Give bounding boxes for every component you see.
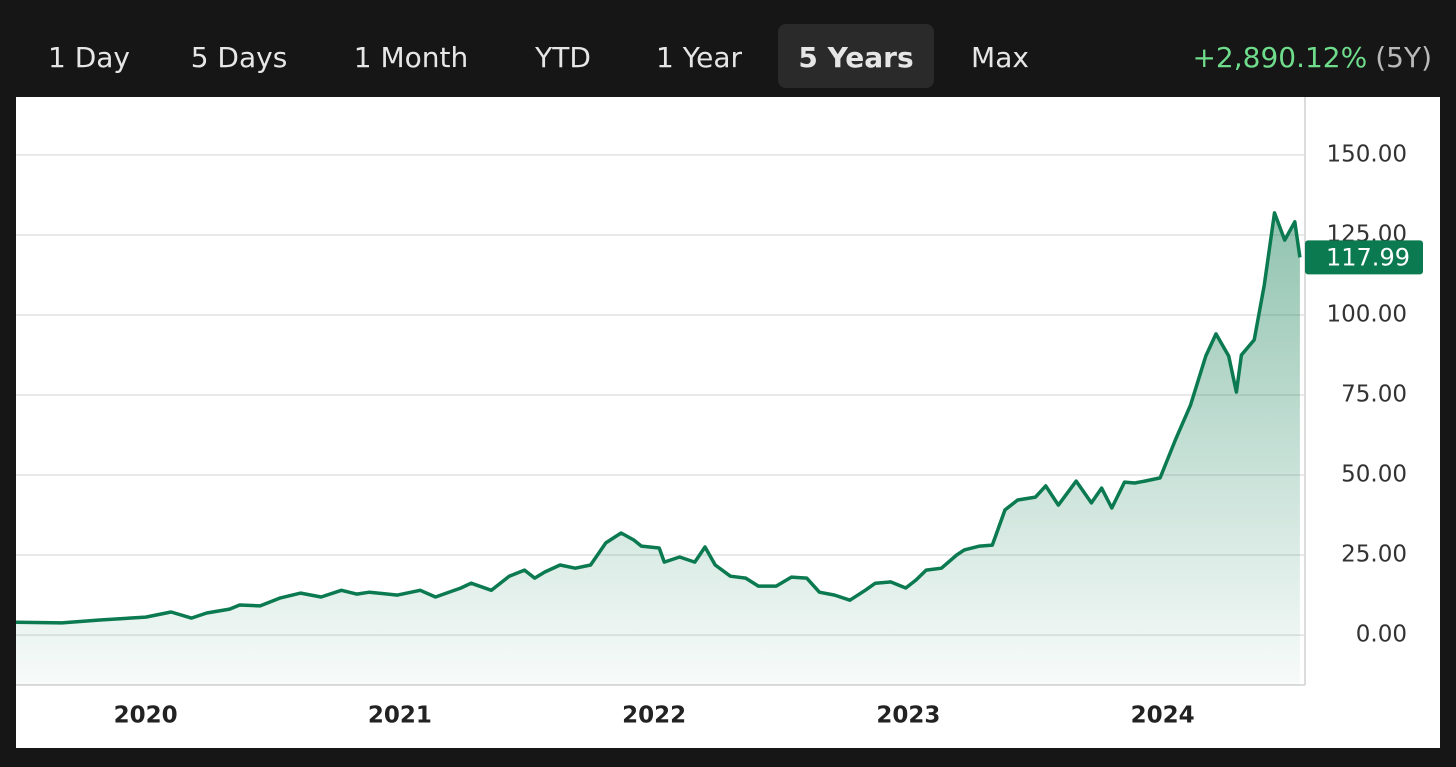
change-period: (5Y) — [1375, 41, 1432, 74]
x-tick-label: 2021 — [368, 703, 432, 729]
tab[interactable]: 5 Days — [191, 41, 288, 74]
y-tick-label: 100.00 — [1327, 301, 1407, 327]
plot: 0.0025.0050.0075.00100.00125.00150.00202… — [15, 97, 1423, 729]
x-tick-label: 2023 — [876, 703, 940, 729]
y-tick-label: 150.00 — [1327, 141, 1407, 167]
tab-active-bg — [778, 24, 934, 88]
y-tick-label: 50.00 — [1341, 462, 1407, 488]
y-tick-label: 0.00 — [1356, 622, 1407, 648]
tab-bar: 1 Day 5 Days 1 Month YTD 1 Year 5 Years Max — [48, 24, 1029, 88]
x-tick-label: 2024 — [1131, 703, 1195, 729]
change-summary: +2,890.12% (5Y) — [1192, 41, 1432, 74]
x-tick-label: 2022 — [622, 703, 686, 729]
tab[interactable]: 1 Day — [48, 41, 130, 74]
tab-label[interactable]: YTD — [534, 41, 591, 74]
last-price-badge — [1305, 240, 1423, 275]
tab-label[interactable]: 5 Days — [191, 41, 288, 74]
tab[interactable]: 1 Month — [354, 41, 468, 74]
y-tick-label: 25.00 — [1341, 542, 1407, 568]
tab[interactable]: YTD — [534, 41, 591, 74]
area — [16, 212, 1300, 685]
last-price-label: 117.99 — [1326, 243, 1410, 271]
tab-label[interactable]: 1 Year — [656, 41, 742, 74]
y-tick-label: 75.00 — [1341, 382, 1407, 408]
x-tick-label: 2020 — [114, 703, 178, 729]
tab-label[interactable]: 1 Month — [354, 41, 468, 74]
tab-label[interactable]: 5 Years — [798, 41, 913, 74]
tab[interactable]: Max — [971, 41, 1029, 74]
tab[interactable]: 1 Year — [656, 41, 742, 74]
price-line — [15, 211, 1302, 625]
tab[interactable]: 5 Years — [778, 24, 934, 88]
tab-label[interactable]: Max — [971, 41, 1029, 74]
change-value: +2,890.12% — [1192, 41, 1367, 74]
tab-label[interactable]: 1 Day — [48, 41, 130, 74]
